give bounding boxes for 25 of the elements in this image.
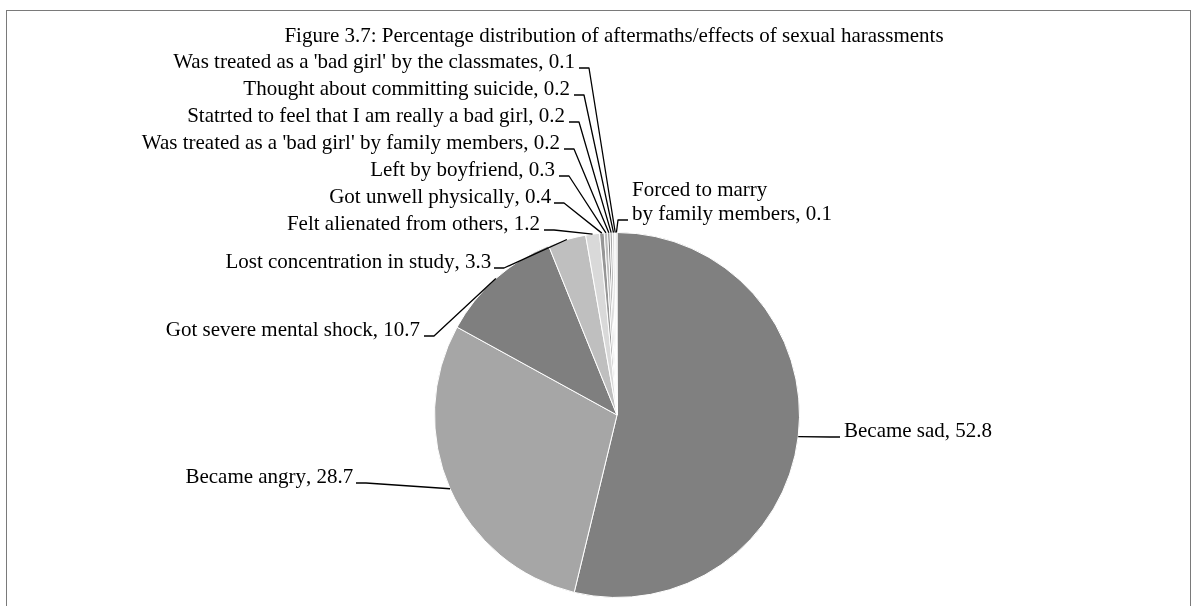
data-label: , 0.2 — [523, 129, 560, 154]
slice-label: Left by boyfriend — [370, 156, 519, 181]
data-label: , 1.2 — [503, 210, 540, 235]
slice-label: Forced to marry by family members — [632, 176, 796, 225]
data-label: , 0.4 — [514, 183, 552, 208]
data-label: , 28.7 — [306, 463, 354, 488]
data-label: , 52.8 — [944, 417, 993, 442]
slice-label: Was treated as a 'bad girl' by family members — [141, 129, 524, 154]
slice-label: Statrted to feel that I am really a bad girl — [187, 102, 529, 127]
slice-label: Got severe mental shock — [165, 316, 374, 341]
slice-label: Got unwell physically — [329, 183, 516, 208]
slice-label: Felt alienated from others — [286, 210, 504, 235]
slice-label: Became sad — [844, 417, 946, 442]
slice-label: Lost concentration in study — [225, 248, 456, 273]
slice-label: Became angry — [185, 463, 307, 488]
data-label: , 0.2 — [528, 102, 565, 127]
data-label: , 3.3 — [454, 248, 492, 273]
slice-label: Thought about committing suicide — [243, 75, 534, 100]
chart-title: Figure 3.7: Percentage distribution of aftermaths/effects of sexual harassments — [284, 22, 944, 47]
data-label: , 0.1 — [795, 200, 833, 225]
data-label: , 10.7 — [372, 316, 420, 341]
data-label: , 0.3 — [518, 156, 555, 181]
data-label: , 0.1 — [538, 48, 575, 73]
data-label: , 0.2 — [533, 75, 570, 100]
slice-label: Was treated as a 'bad girl' by the classmates — [173, 48, 539, 73]
